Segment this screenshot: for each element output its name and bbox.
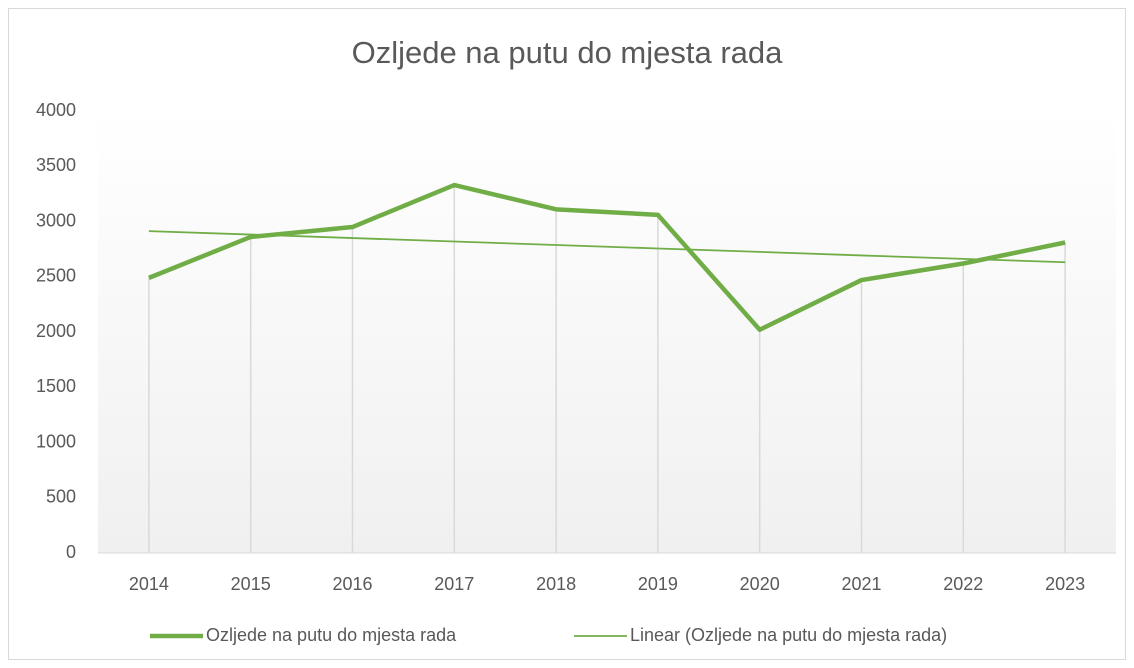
y-tick-label: 3000 — [36, 210, 76, 230]
x-tick-label: 2017 — [434, 574, 474, 594]
x-tick-label: 2018 — [536, 574, 576, 594]
legend-label: Ozljede na putu do mjesta rada — [206, 625, 457, 645]
y-tick-label: 3500 — [36, 155, 76, 175]
y-tick-label: 2500 — [36, 266, 76, 286]
y-tick-label: 1500 — [36, 376, 76, 396]
y-tick-label: 0 — [66, 542, 76, 562]
x-tick-label: 2022 — [943, 574, 983, 594]
plot-area — [98, 111, 1116, 553]
legend-label: Linear (Ozljede na putu do mjesta rada) — [630, 625, 947, 645]
y-tick-label: 2000 — [36, 321, 76, 341]
x-tick-label: 2023 — [1045, 574, 1085, 594]
x-tick-label: 2014 — [129, 574, 169, 594]
trend-line — [148, 230, 1066, 264]
chart-title: Ozljede na putu do mjesta rada — [352, 35, 784, 70]
y-tick-label: 500 — [46, 487, 76, 507]
x-tick-label: 2015 — [231, 574, 271, 594]
x-tick-label: 2020 — [740, 574, 780, 594]
x-tick-label: 2021 — [841, 574, 881, 594]
data-line — [148, 182, 1066, 333]
y-tick-label: 4000 — [36, 100, 76, 120]
y-tick-label: 1000 — [36, 431, 76, 451]
x-tick-label: 2016 — [332, 574, 372, 594]
x-tick-label: 2019 — [638, 574, 678, 594]
